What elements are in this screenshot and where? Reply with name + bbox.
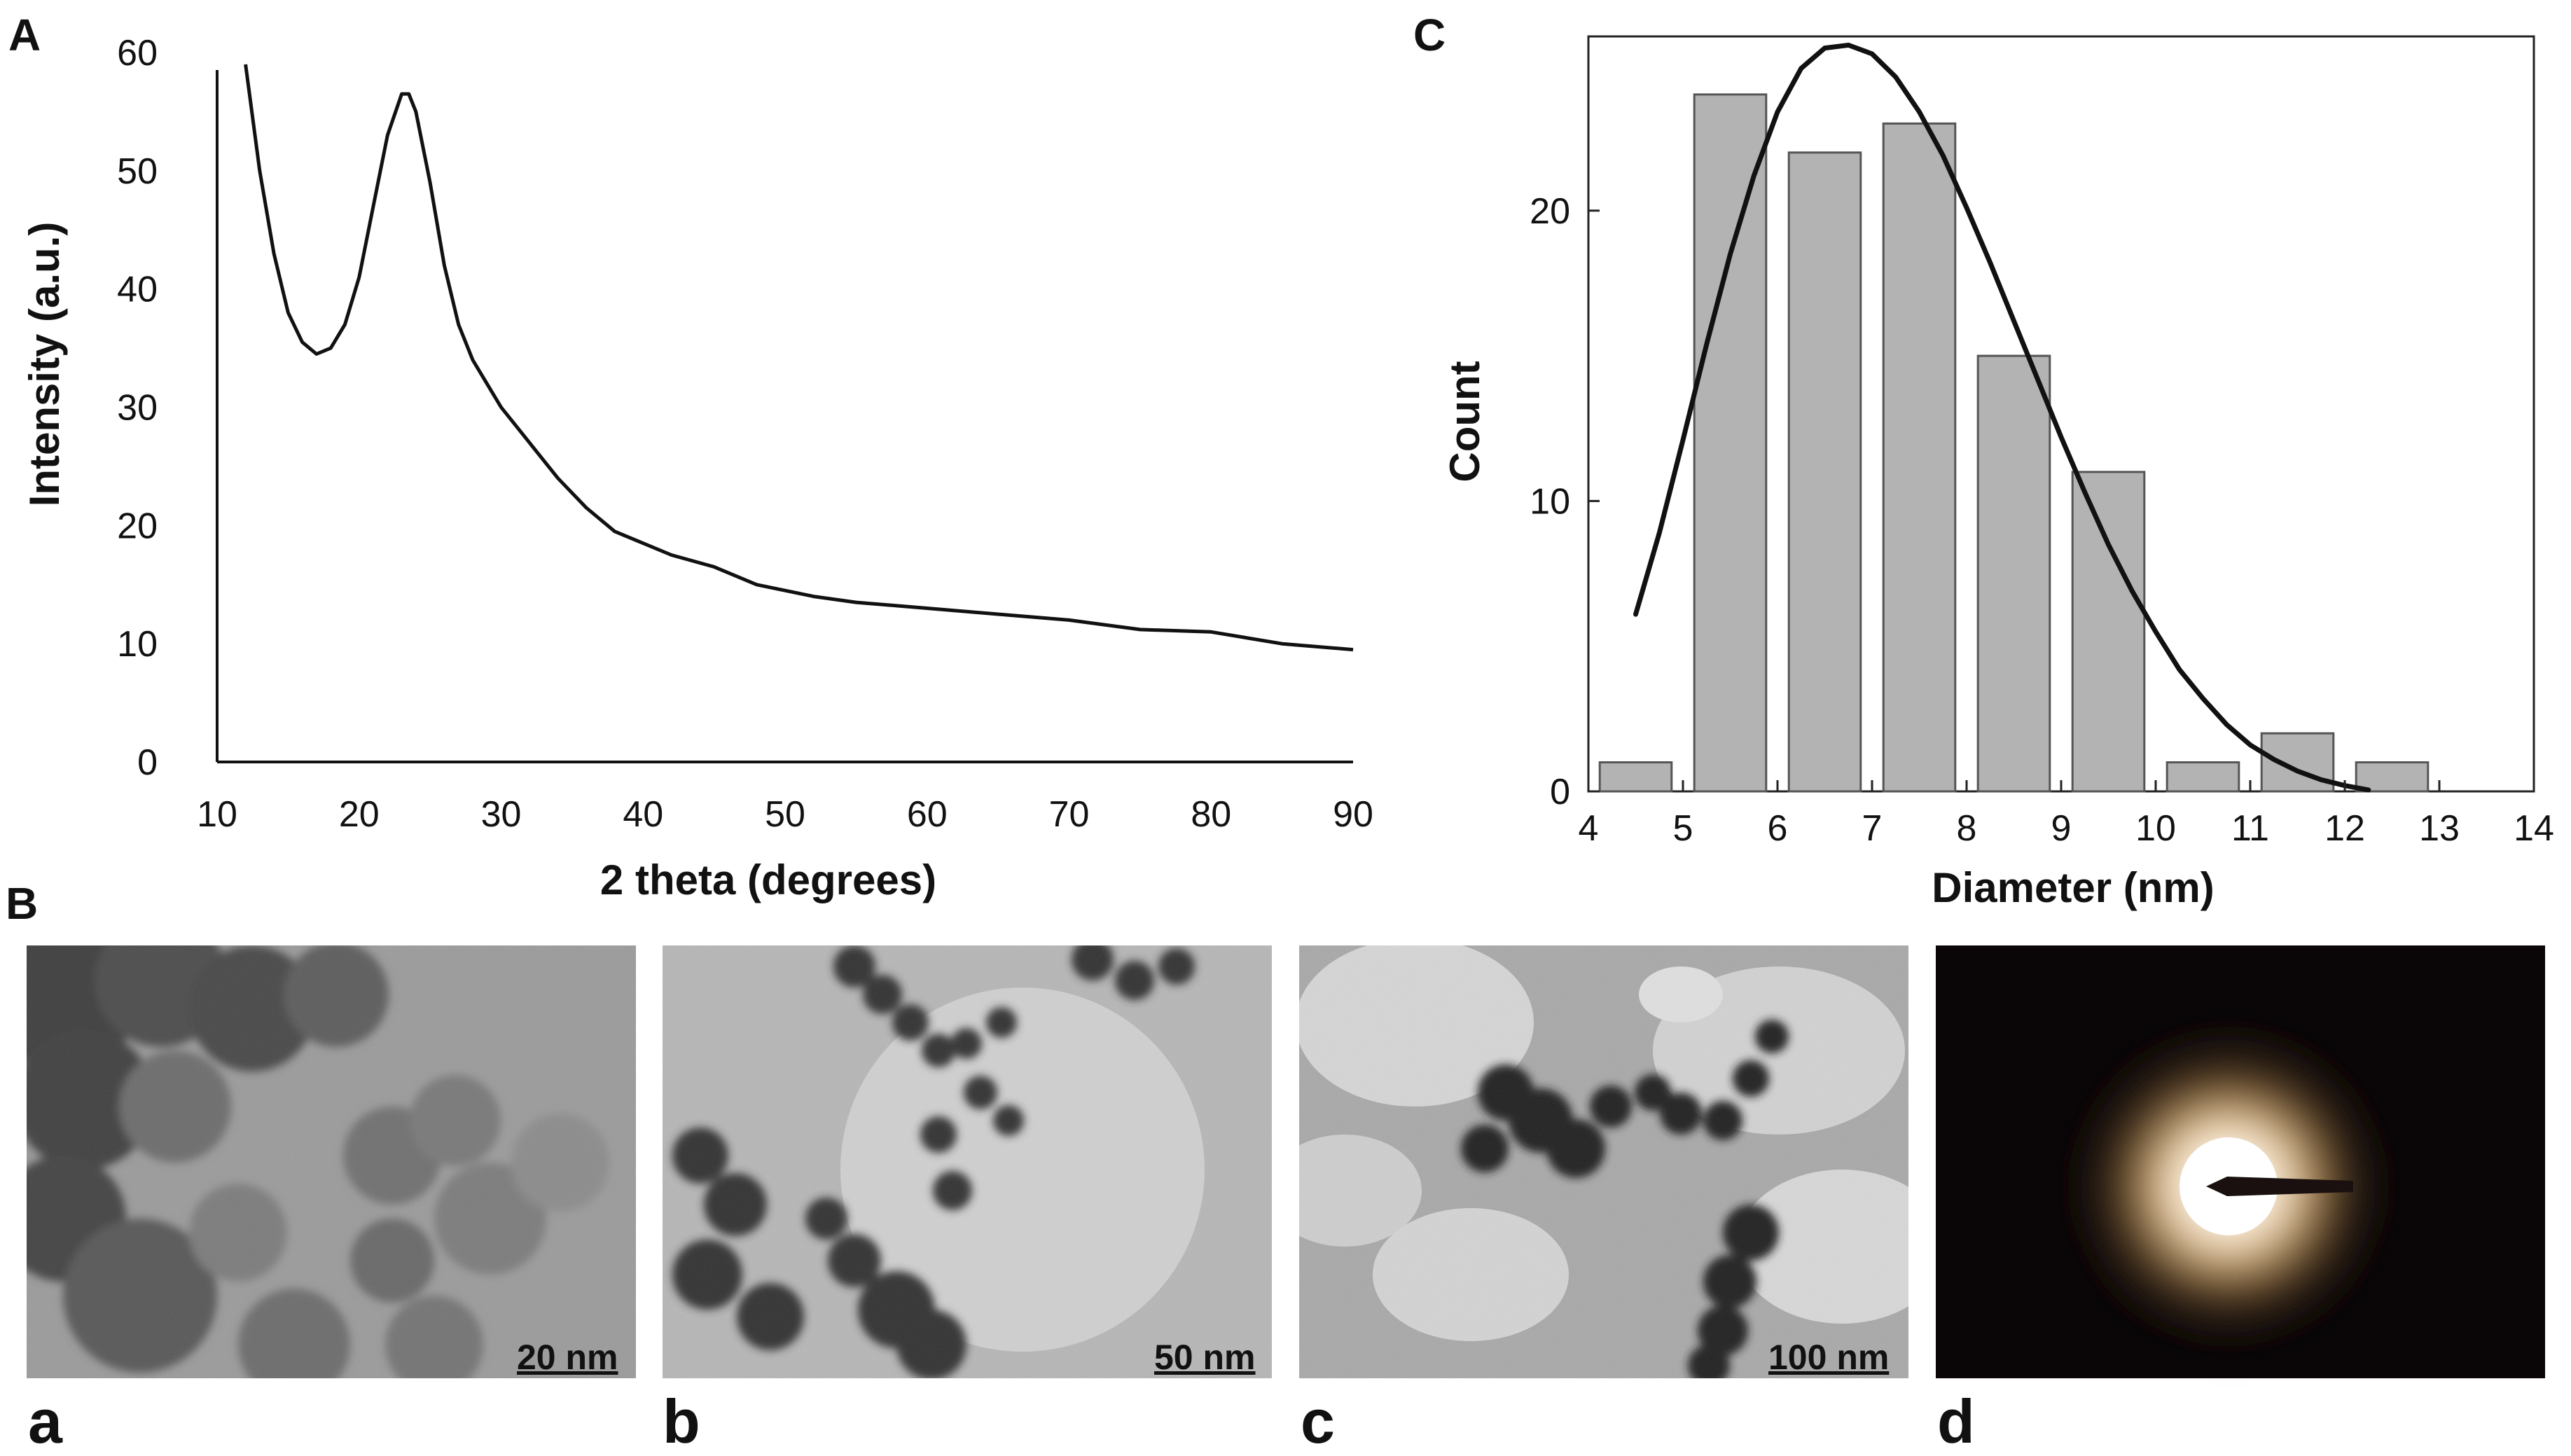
diffraction-image-d: [1936, 945, 2545, 1378]
histogram-x-tick-label: 11: [2231, 808, 2269, 849]
histogram-x-axis-label: Diameter (nm): [1932, 864, 2214, 911]
xrd-y-tick-label: 20: [117, 506, 158, 546]
histogram-x-tick-label: 14: [2514, 808, 2554, 849]
histogram-bar: [1693, 93, 1768, 793]
xrd-x-tick-label: 20: [339, 794, 380, 835]
histogram-x-tick-label: 7: [1862, 808, 1883, 849]
histogram-bar: [2165, 761, 2240, 793]
histogram-x-tick-label: 9: [2051, 808, 2072, 849]
scale-bar-a: 20 nm: [517, 1338, 618, 1377]
xrd-series-line: [244, 64, 1354, 652]
beam-stop-icon: [2206, 1177, 2353, 1196]
xrd-x-tick-label: 50: [765, 794, 805, 835]
histogram-x-tick-label: 12: [2324, 808, 2365, 849]
histogram-bar: [1787, 151, 1862, 793]
xrd-y-tick-label: 50: [117, 151, 158, 192]
xrd-x-tick-label: 30: [481, 794, 522, 835]
xrd-x-tick-label: 60: [907, 794, 948, 835]
xrd-x-tick-label: 10: [197, 794, 237, 835]
histogram-y-axis-label: Count: [1441, 361, 1488, 482]
panel-letter-b: B: [6, 878, 38, 929]
scale-bar-c: 100 nm: [1768, 1338, 1889, 1377]
xrd-y-tick-label: 30: [117, 388, 158, 429]
tem-image-b: [663, 945, 1272, 1378]
xrd-y-tick-label: 40: [117, 270, 158, 310]
xrd-x-tick-label: 40: [623, 794, 663, 835]
image-label-b: b: [663, 1387, 700, 1456]
xrd-y-tick-label: 0: [137, 742, 158, 783]
image-label-c: c: [1301, 1387, 1335, 1456]
histogram-y-tick-label: 0: [1550, 772, 1570, 812]
xrd-y-axis-label: Intensity (a.u.): [21, 222, 68, 507]
histogram-bar: [1882, 122, 1957, 793]
size-histogram-chart: 0 10 20 4 5 6 7 8 9 10 11 12 13 14 Diameter (nm) Cou…: [1441, 35, 2554, 911]
histogram-bar: [2355, 761, 2430, 793]
xrd-chart: 0 10 20 30 40 50 60 10 20 30 40 50 60 70 80 90 2 theta…: [21, 33, 1373, 903]
tem-image-a: [27, 945, 636, 1378]
image-label-a: a: [28, 1387, 63, 1456]
histogram-x-tick-label: 4: [1579, 808, 1599, 849]
xrd-y-tick-label: 10: [117, 624, 158, 665]
histogram-fit-curve: [1633, 42, 2371, 793]
histogram-x-tick-label: 13: [2419, 808, 2460, 849]
histogram-x-tick-label: 6: [1768, 808, 1788, 849]
panel-letter-c: C: [1413, 10, 1446, 60]
histogram-y-tick-label: 10: [1530, 481, 1570, 522]
image-label-d: d: [1937, 1387, 1975, 1456]
panel-letter-a: A: [8, 10, 41, 60]
histogram-bar: [2071, 471, 2146, 793]
histogram-x-tick-label: 8: [1957, 808, 1977, 849]
xrd-x-tick-label: 80: [1191, 794, 1231, 835]
histogram-bar: [1598, 761, 1673, 793]
histogram-bar: [2260, 732, 2335, 793]
xrd-y-tick-label: 60: [117, 33, 158, 74]
xrd-x-tick-label: 90: [1333, 794, 1373, 835]
xrd-x-axis-label: 2 theta (degrees): [600, 857, 936, 903]
histogram-x-tick-label: 5: [1673, 808, 1693, 849]
histogram-y-tick-label: 20: [1530, 191, 1570, 232]
histogram-x-tick-label: 10: [2135, 808, 2176, 849]
xrd-x-tick-label: 70: [1049, 794, 1090, 835]
histogram-bar: [1976, 354, 2051, 793]
scale-bar-b: 50 nm: [1154, 1338, 1256, 1377]
tem-image-c: [1299, 945, 1908, 1378]
